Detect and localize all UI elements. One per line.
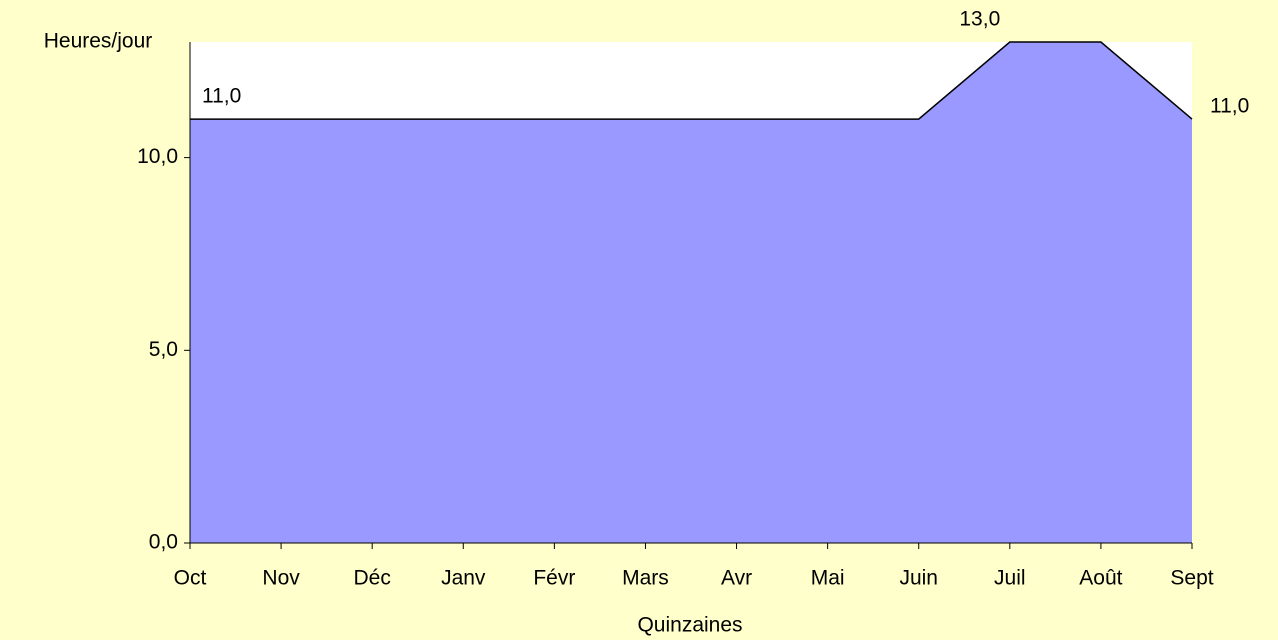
x-tick-label: Déc (354, 567, 391, 590)
x-axis-label: Quinzaines (637, 614, 742, 637)
data-label: 13,0 (959, 8, 1000, 31)
x-tick-label: Janv (441, 567, 486, 590)
y-tick-label: 0,0 (149, 531, 178, 554)
x-tick-label: Sept (1170, 567, 1213, 590)
line (190, 41, 1193, 120)
y-axis-label: Heures/jour (44, 30, 153, 53)
x-tick-label: Mars (622, 567, 669, 590)
x-tick-label: Août (1079, 567, 1122, 590)
x-tick-label: Avr (721, 567, 752, 590)
x-tick-label: Nov (262, 567, 300, 590)
area (190, 42, 1192, 543)
y-tick-label: 5,0 (149, 338, 178, 361)
data-label: 11,0 (202, 85, 241, 108)
y-tick-label: 10,0 (137, 145, 178, 168)
x-tick-label: Juin (899, 567, 938, 590)
x-tick-label: Mai (811, 567, 845, 590)
x-tick-label: Juil (994, 567, 1026, 590)
x-tick-label: Oct (174, 567, 207, 590)
data-label: 11,0 (1210, 95, 1249, 118)
x-tick-label: Févr (533, 567, 575, 590)
